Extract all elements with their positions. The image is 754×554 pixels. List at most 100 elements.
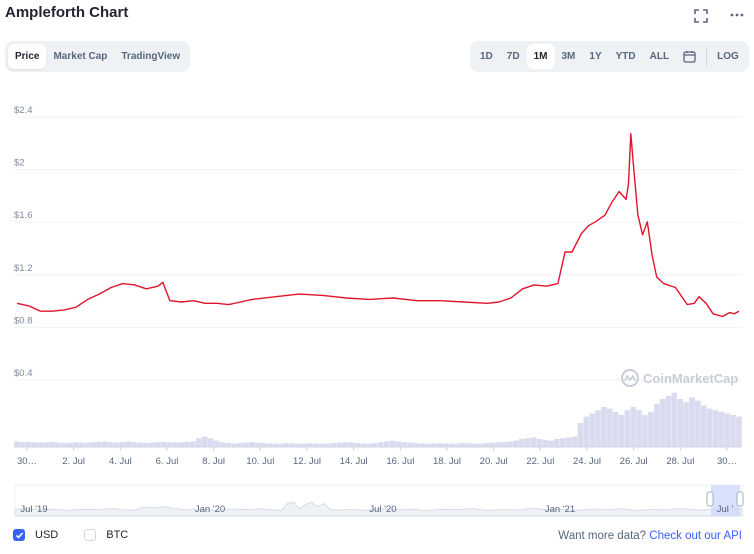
usd-label[interactable]: USD [35,529,59,541]
volume-bars [14,392,742,448]
volume-bar [225,443,231,447]
range-all[interactable]: ALL [649,51,670,62]
x-tick-label: 26. Jul [620,456,648,467]
volume-bar [560,438,566,447]
api-link[interactable]: Check out our API [649,530,742,542]
volume-bar [37,442,44,447]
volume-bar [436,443,443,447]
volume-bar [90,442,96,447]
volume-bar [695,400,701,447]
x-tick-label: 12. Jul [293,456,321,467]
volume-bar [313,443,319,447]
calendar-icon[interactable] [676,44,703,69]
volume-bar [424,443,431,447]
volume-bar [471,443,478,447]
range-divider [706,47,708,66]
volume-bar [489,442,496,447]
volume-bar [724,413,730,447]
volume-bar [213,440,220,447]
volume-bar [178,442,184,447]
volume-bar [190,441,196,447]
x-tick-label: 20. Jul [480,456,508,467]
tab-tradingview[interactable]: TradingView [121,51,181,62]
fullscreen-icon[interactable] [693,8,709,24]
volume-bar [242,442,249,447]
volume-bar [360,443,366,447]
volume-bar [43,442,49,447]
volume-bar [624,410,631,447]
range-7d[interactable]: 7D [506,51,520,62]
price-line-layer [16,133,740,318]
volume-bar [495,442,501,447]
volume-bar [442,443,449,447]
volume-bar [665,395,672,447]
x-tick-label: 30… [717,456,737,467]
volume-bar [677,399,683,447]
range-1y[interactable]: 1Y [589,51,602,62]
volume-bar [295,443,302,447]
more-icon[interactable] [729,5,745,21]
volume-bar [196,438,202,447]
y-tick-label: $0.8 [14,315,33,326]
volume-bar [301,443,308,447]
y-tick-label: $0.4 [14,368,33,379]
volume-bar [137,442,143,447]
x-tick-label: 30… [17,456,37,467]
volume-bar [730,415,736,447]
navigator-label: Jul '20 [369,504,396,515]
volume-bar [524,438,531,447]
volume-bar [107,442,114,447]
volume-bar [102,441,108,447]
volume-bar [612,411,619,447]
range-1m[interactable]: 1M [526,44,555,69]
x-tick-label: 4. Jul [109,456,132,467]
volume-bar [331,443,337,447]
volume-bar [184,441,190,447]
tab-price[interactable]: Price [8,44,47,69]
volume-bar [78,442,85,447]
volume-bar [25,441,32,447]
coinmarketcap-logo-icon [621,369,639,387]
log-scale-toggle[interactable]: LOG [717,51,739,62]
usd-checkbox[interactable] [13,529,25,541]
navigator: Jul '19 Jan '20 Jul '20 Jan '21 Jul ' [14,484,744,517]
navigator-labels: Jul '19 Jan '20 Jul '20 Jan '21 Jul ' [20,504,733,515]
grid-lines [14,116,742,381]
volume-bar [460,443,466,447]
btc-label[interactable]: BTC [106,529,129,541]
y-tick-label: $2 [14,158,25,169]
volume-bar [49,441,55,447]
range-ytd[interactable]: YTD [615,51,636,62]
volume-bar [278,443,284,447]
btc-checkbox[interactable] [84,529,97,541]
navigator-area [14,501,743,517]
navigator-selection[interactable] [711,485,740,516]
volume-bar [336,442,343,447]
tab-market-cap[interactable]: Market Cap [53,51,108,62]
volume-bar [72,442,79,447]
volume-bar [60,443,67,447]
volume-bar [254,442,261,447]
volume-bar [648,411,654,447]
volume-bar [19,442,26,447]
volume-bar [718,411,725,447]
volume-bar [507,441,513,447]
volume-bar [583,416,590,447]
volume-bar [395,441,402,447]
volume-bar [477,443,484,447]
navigator-handle-right[interactable] [736,491,744,507]
volume-bar [201,436,208,447]
volume-bar [272,443,278,447]
volume-bar [84,442,91,447]
volume-bar [125,441,132,447]
volume-bar [231,443,237,447]
navigator-handle-left[interactable] [706,491,714,507]
range-1d[interactable]: 1D [480,51,493,62]
range-3m[interactable]: 3M [561,51,576,62]
volume-bar [307,443,314,447]
y-tick-label: $2.4 [14,105,33,116]
volume-bar [448,443,455,447]
volume-bar [642,415,648,447]
volume-bar [577,423,584,447]
